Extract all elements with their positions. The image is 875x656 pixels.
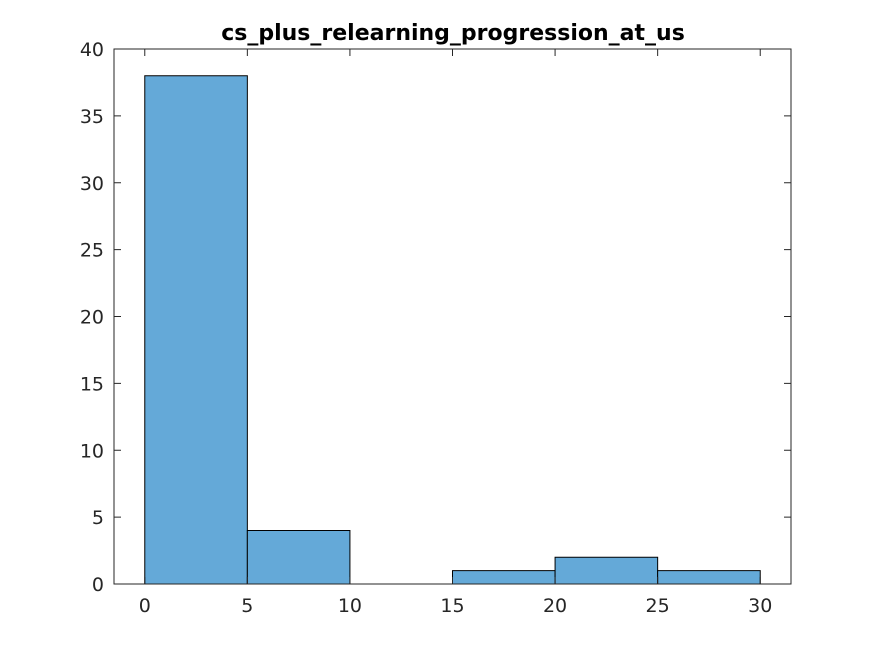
x-tick-label: 25 — [646, 595, 670, 617]
histogram-bar-15-20 — [452, 570, 556, 585]
histogram-bar-25-30 — [657, 570, 761, 585]
y-tick-label: 25 — [80, 240, 104, 262]
y-tick-label: 10 — [80, 440, 104, 462]
ticks-layer: 0 5 10 15 20 25 30 0 5 10 15 20 25 30 35 40 — [80, 39, 791, 617]
histogram-bar-20-25 — [554, 556, 659, 585]
y-tick-label: 40 — [80, 39, 104, 61]
histogram-bar-5-10 — [246, 530, 351, 585]
x-tick-label: 0 — [139, 595, 151, 617]
chart-title: cs_plus_relearning_progression_at_us — [221, 21, 685, 46]
x-tick-label: 5 — [241, 595, 253, 617]
y-tick-label: 35 — [80, 106, 104, 128]
y-tick-label: 15 — [80, 373, 104, 395]
x-tick-label: 30 — [748, 595, 772, 617]
y-tick-label: 30 — [80, 173, 104, 195]
y-tick-label: 5 — [92, 507, 104, 529]
y-tick-label: 0 — [92, 574, 104, 596]
y-tick-label: 20 — [80, 307, 104, 329]
x-tick-label: 10 — [338, 595, 362, 617]
x-tick-label: 20 — [543, 595, 567, 617]
histogram-bar-0-5 — [144, 75, 248, 585]
x-tick-label: 15 — [440, 595, 464, 617]
bars-layer — [144, 75, 761, 585]
